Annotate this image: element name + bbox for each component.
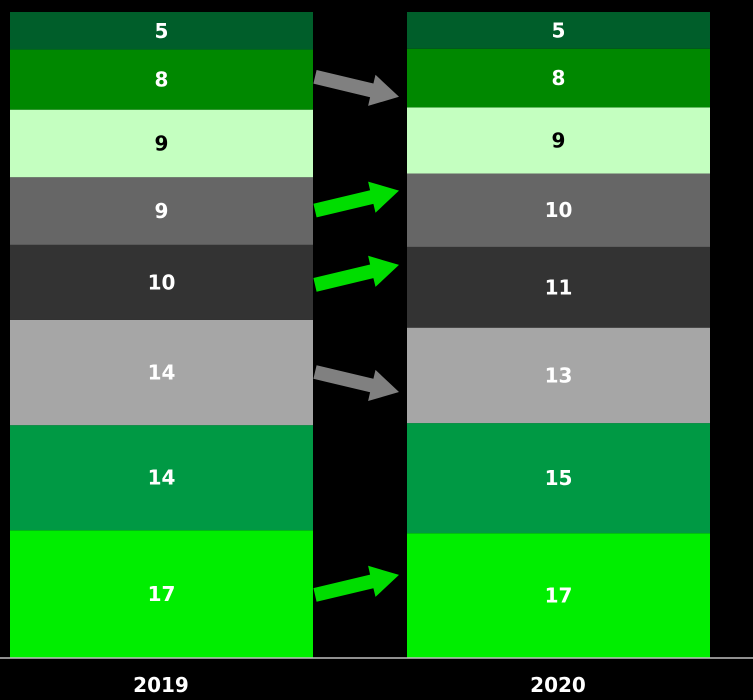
change-arrow-down-2 [313, 365, 399, 401]
category-label-2020: 2020 [530, 673, 586, 697]
change-arrow-up-4 [313, 181, 399, 218]
bar-segment-2020-2 [407, 327, 710, 424]
data-label-2020-3: 11 [545, 275, 573, 299]
change-arrow-up-0 [313, 565, 399, 602]
data-label-2019-7: 5 [155, 19, 169, 43]
bar-segment-2020-6 [407, 48, 710, 108]
bar-segment-2020-4 [407, 173, 710, 247]
data-label-2020-6: 8 [552, 66, 566, 90]
data-label-2020-5: 9 [552, 128, 566, 152]
bar-segment-2019-2 [10, 319, 313, 426]
bar-segment-2019-6 [10, 49, 313, 110]
data-label-2020-0: 17 [545, 584, 573, 608]
data-label-2019-0: 17 [148, 582, 176, 606]
bars-layer: 17 14 14 10 9 9 8 5 17 15 13 11 10 9 8 5 [10, 12, 710, 658]
data-label-2020-4: 10 [545, 198, 573, 222]
bar-segment-2020-0 [407, 533, 710, 658]
bar-segment-2019-3 [10, 244, 313, 320]
arrows-layer [313, 70, 399, 602]
data-label-2019-2: 14 [148, 361, 176, 385]
change-arrow-up-3 [313, 255, 399, 292]
data-label-2019-4: 9 [155, 199, 169, 223]
bar-segment-2020-7 [407, 12, 710, 49]
bar-segment-2019-5 [10, 109, 313, 178]
category-label-2019: 2019 [133, 673, 189, 697]
data-label-2019-1: 14 [148, 466, 176, 490]
data-label-2020-2: 13 [545, 363, 573, 387]
bar-segment-2020-5 [407, 107, 710, 174]
bar-segment-2020-1 [407, 423, 710, 534]
bar-segment-2019-0 [10, 530, 313, 658]
bar-segment-2019-4 [10, 177, 313, 245]
bar-segment-2020-3 [407, 246, 710, 328]
bar-segment-2019-7 [10, 12, 313, 50]
change-arrow-down-6 [313, 70, 399, 106]
data-label-2019-5: 9 [155, 131, 169, 155]
bar-segment-2019-1 [10, 425, 313, 531]
data-label-2019-6: 8 [155, 68, 169, 92]
data-label-2019-3: 10 [148, 270, 176, 294]
data-label-2020-7: 5 [552, 18, 566, 42]
data-label-2020-1: 15 [545, 466, 573, 490]
